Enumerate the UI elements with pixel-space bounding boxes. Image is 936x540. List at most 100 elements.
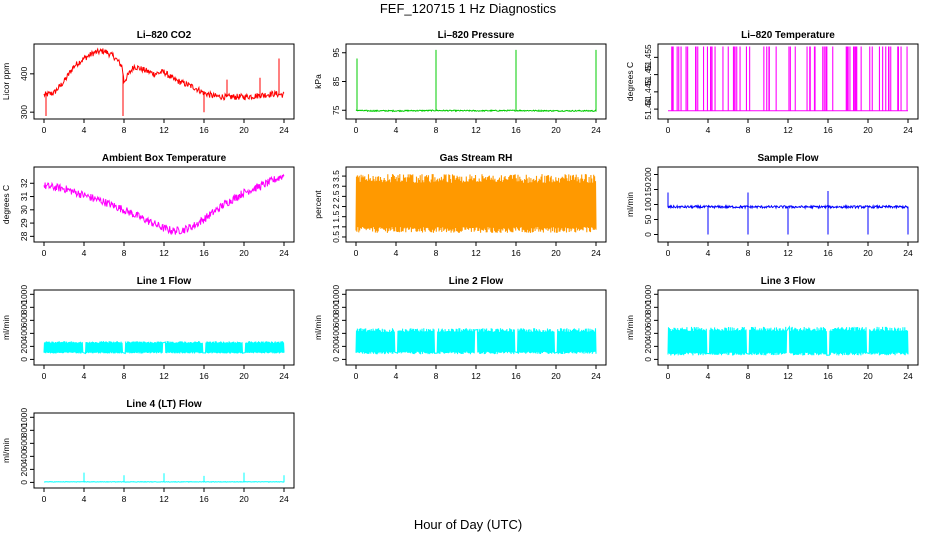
y-axis-label: ml/min (313, 315, 323, 340)
x-tick-label: 4 (394, 371, 399, 381)
x-tick-label: 8 (746, 248, 751, 258)
x-tick-label: 8 (122, 125, 127, 135)
y-axis-label: degrees C (1, 185, 11, 224)
y-tick-label: 51.45 (643, 64, 653, 86)
x-tick-label: 0 (666, 371, 671, 381)
x-tick-label: 12 (159, 494, 169, 504)
y-tick-label: 51.455 (643, 44, 653, 70)
y-tick-label: 400 (19, 66, 29, 80)
panel-title: Li–820 Temperature (741, 30, 835, 41)
y-tick-label: 0 (19, 480, 29, 485)
x-tick-label: 4 (82, 125, 87, 135)
x-tick-label: 20 (863, 248, 873, 258)
y-tick-label: 2 (331, 204, 341, 209)
y-tick-label: 100 (643, 197, 653, 211)
y-tick-label: 1.5 (331, 211, 341, 223)
x-tick-label: 4 (82, 248, 87, 258)
series-line (355, 174, 597, 233)
x-tick-label: 0 (42, 494, 47, 504)
panel-title: Line 3 Flow (761, 276, 816, 287)
y-tick-label: 400 (19, 449, 29, 463)
x-tick-label: 8 (122, 371, 127, 381)
y-tick-label: 1000 (331, 285, 341, 304)
panel-li820-pressure: Li–820 Pressure 0 4 8 12 16 20 24 75 85 95 kPa (313, 30, 607, 135)
plot-frame (33, 289, 295, 366)
x-tick-label: 4 (394, 248, 399, 258)
y-tick-label: 30 (19, 205, 29, 215)
y-tick-label: 50 (643, 215, 653, 225)
x-tick-label: 24 (591, 248, 601, 258)
panel-ambient-box-temperature: Ambient Box Temperature 0 4 8 12 16 20 24 28 29 30… (1, 153, 295, 258)
x-tick-label: 20 (551, 125, 561, 135)
x-tick-label: 16 (199, 125, 209, 135)
x-tick-label: 0 (354, 125, 359, 135)
series-line (668, 46, 908, 112)
x-tick-label: 12 (471, 248, 481, 258)
y-tick-label: 200 (331, 339, 341, 353)
panel-title: Line 1 Flow (137, 276, 192, 287)
x-tick-label: 20 (239, 125, 249, 135)
x-tick-label: 12 (783, 371, 793, 381)
y-tick-label: 600 (643, 313, 653, 327)
y-tick-label: 1 (331, 224, 341, 229)
x-tick-label: 8 (434, 125, 439, 135)
y-tick-label: 1000 (19, 285, 29, 304)
y-tick-label: 3.5 (331, 170, 341, 182)
panel-line-4-flow: Line 4 (LT) Flow 0 4 8 12 16 20 24 0 200400600800… (1, 399, 295, 504)
x-tick-label: 0 (354, 371, 359, 381)
panel-title: Line 4 (LT) Flow (126, 399, 202, 410)
x-tick-label: 20 (239, 371, 249, 381)
y-tick-label: 800 (19, 300, 29, 314)
x-tick-label: 8 (746, 125, 751, 135)
x-tick-label: 0 (42, 371, 47, 381)
panel-title: Gas Stream RH (440, 153, 513, 164)
x-axis-caption: Hour of Day (UTC) (413, 517, 523, 532)
x-tick-label: 24 (279, 248, 289, 258)
y-tick-label: 31 (19, 192, 29, 202)
x-tick-label: 12 (471, 125, 481, 135)
y-tick-label: 800 (19, 423, 29, 437)
x-tick-label: 4 (706, 248, 711, 258)
y-tick-label: 200 (19, 462, 29, 476)
panel-title: Ambient Box Temperature (102, 153, 227, 164)
y-tick-label: 300 (19, 105, 29, 119)
series-line (667, 325, 909, 356)
y-tick-label: 600 (331, 313, 341, 327)
panel-title: Li–820 Pressure (438, 30, 515, 41)
x-tick-label: 12 (783, 248, 793, 258)
y-axis-label: degrees C (625, 62, 635, 101)
y-tick-label: 3 (331, 184, 341, 189)
x-tick-label: 20 (863, 371, 873, 381)
y-tick-label: 0 (643, 232, 653, 237)
x-tick-label: 4 (706, 125, 711, 135)
x-tick-label: 4 (394, 125, 399, 135)
x-tick-label: 0 (666, 125, 671, 135)
y-tick-label: 600 (19, 436, 29, 450)
y-axis-label: percent (313, 190, 323, 219)
x-tick-label: 16 (511, 248, 521, 258)
x-tick-label: 20 (239, 248, 249, 258)
x-tick-label: 24 (903, 248, 913, 258)
panel-title: Li–820 CO2 (137, 30, 192, 41)
x-tick-label: 8 (434, 248, 439, 258)
panel-title: Line 2 Flow (449, 276, 504, 287)
y-tick-label: 29 (19, 218, 29, 228)
y-tick-label: 200 (19, 339, 29, 353)
panel-li820-co2: Li–820 CO2 0 4 8 12 16 20 24 300 400 Licor ppm (1, 30, 295, 135)
x-tick-label: 16 (823, 248, 833, 258)
y-tick-label: 28 (19, 231, 29, 241)
y-axis-label: Licor ppm (1, 63, 11, 100)
x-tick-label: 0 (666, 248, 671, 258)
y-tick-label: 800 (331, 300, 341, 314)
y-axis-label: kPa (313, 74, 323, 89)
y-tick-label: 51.44 (643, 98, 653, 120)
y-tick-label: 200 (643, 339, 653, 353)
x-tick-label: 20 (551, 371, 561, 381)
series-line (43, 341, 285, 355)
y-tick-label: 2.5 (331, 190, 341, 202)
x-tick-label: 4 (706, 371, 711, 381)
x-tick-label: 12 (783, 125, 793, 135)
x-tick-label: 8 (122, 248, 127, 258)
